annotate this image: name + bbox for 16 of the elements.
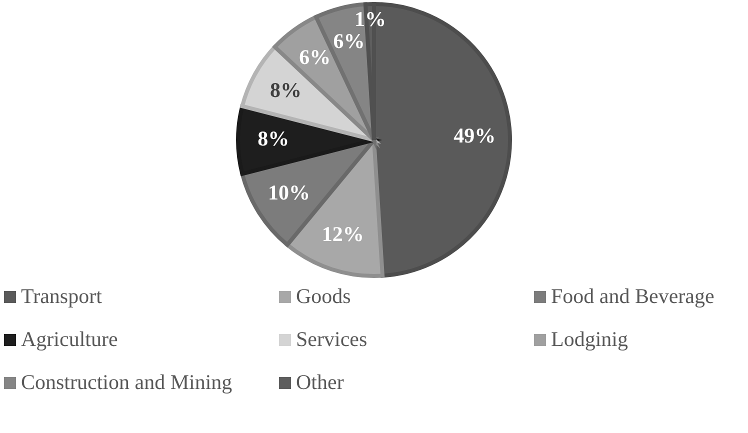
data-label: 8% bbox=[270, 78, 302, 102]
data-label: 6% bbox=[299, 45, 331, 69]
data-label: 1% bbox=[354, 6, 386, 31]
data-label: 8% bbox=[258, 126, 290, 150]
legend-label: Agriculture bbox=[21, 327, 118, 352]
data-label: 12% bbox=[322, 222, 364, 246]
legend-label: Services bbox=[296, 327, 368, 352]
legend-label: Construction and Mining bbox=[21, 370, 232, 395]
legend-label: Transport bbox=[21, 284, 102, 309]
legend-label: Goods bbox=[296, 284, 351, 309]
data-label: 6% bbox=[333, 28, 365, 53]
legend-label: Lodginig bbox=[551, 327, 628, 352]
legend-label: Other bbox=[296, 370, 344, 395]
legend-label: Food and Beverage bbox=[551, 284, 714, 309]
data-label: 10% bbox=[268, 180, 310, 204]
data-label: 49% bbox=[454, 123, 496, 148]
